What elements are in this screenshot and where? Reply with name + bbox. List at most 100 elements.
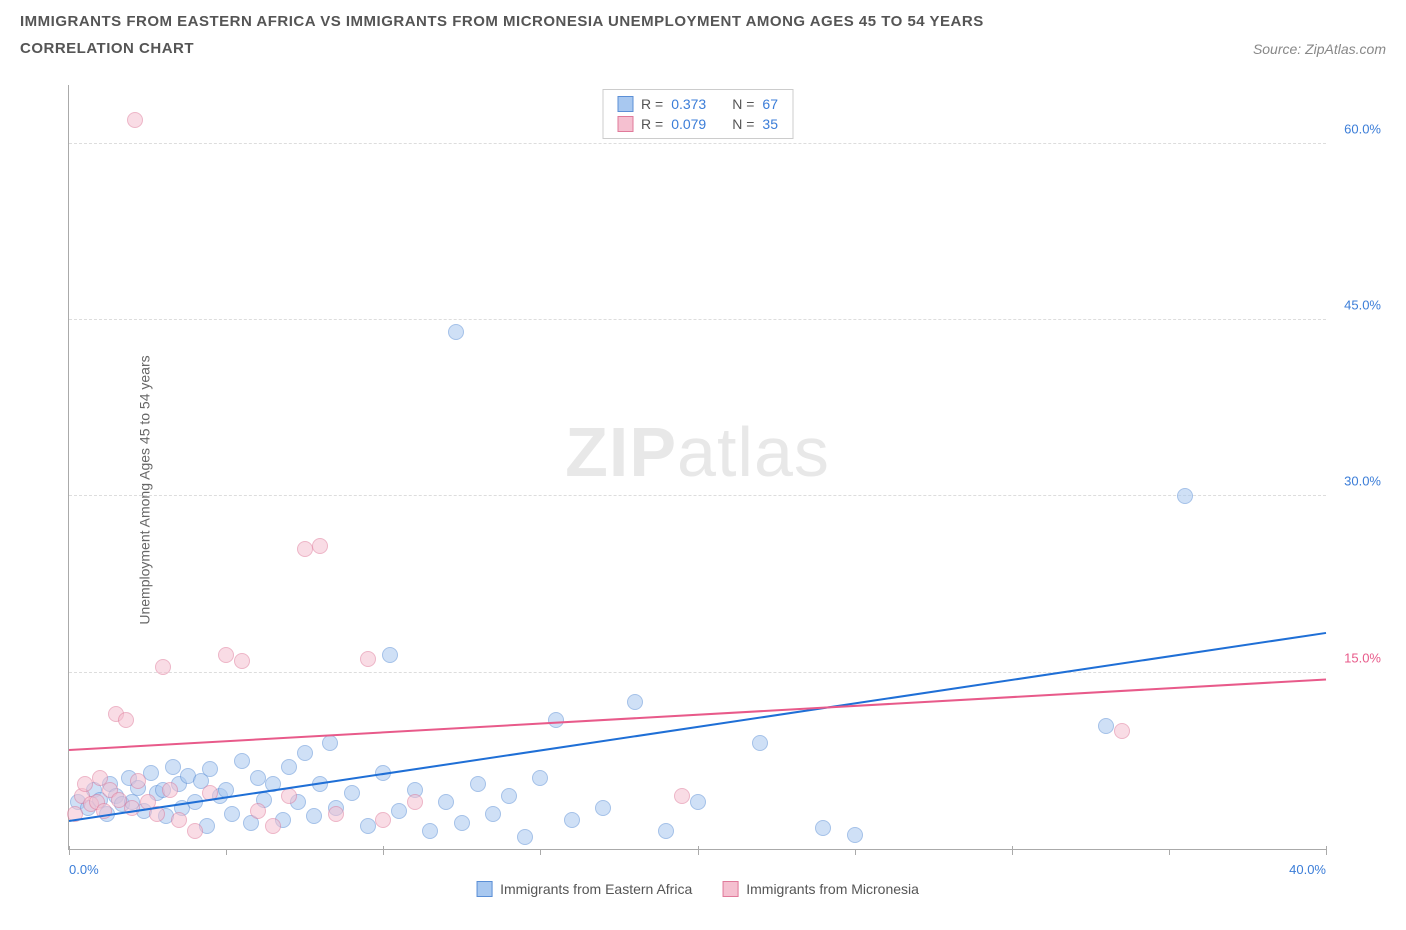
scatter-point	[595, 800, 611, 816]
watermark-zip: ZIP	[565, 413, 677, 491]
scatter-point	[1098, 718, 1114, 734]
scatter-point	[322, 735, 338, 751]
scatter-point	[250, 803, 266, 819]
scatter-point	[548, 712, 564, 728]
scatter-point	[234, 653, 250, 669]
scatter-point	[187, 823, 203, 839]
scatter-point	[312, 538, 328, 554]
scatter-point	[375, 812, 391, 828]
legend-swatch	[617, 96, 633, 112]
subtitle-row: CORRELATION CHART Source: ZipAtlas.com	[20, 40, 1386, 57]
scatter-point	[360, 818, 376, 834]
scatter-point	[448, 324, 464, 340]
scatter-point	[532, 770, 548, 786]
gridline	[69, 319, 1326, 320]
scatter-point	[281, 788, 297, 804]
x-tick-label: 40.0%	[1289, 862, 1326, 877]
scatter-point	[1177, 488, 1193, 504]
scatter-point	[155, 659, 171, 675]
x-tick	[1012, 846, 1013, 855]
scatter-point	[564, 812, 580, 828]
scatter-point	[1114, 723, 1130, 739]
scatter-point	[674, 788, 690, 804]
scatter-point	[328, 806, 344, 822]
r-label: R =	[641, 96, 663, 112]
scatter-point	[627, 694, 643, 710]
scatter-point	[815, 820, 831, 836]
scatter-point	[224, 806, 240, 822]
gridline	[69, 672, 1326, 673]
scatter-point	[470, 776, 486, 792]
trend-line	[69, 679, 1326, 752]
legend-label: Immigrants from Eastern Africa	[500, 881, 692, 897]
x-tick	[855, 849, 856, 855]
scatter-point	[438, 794, 454, 810]
scatter-point	[382, 647, 398, 663]
legend-swatch	[476, 881, 492, 897]
legend-swatch	[722, 881, 738, 897]
scatter-point	[127, 112, 143, 128]
x-tick	[1169, 849, 1170, 855]
scatter-point	[454, 815, 470, 831]
y-tick-label: 30.0%	[1344, 474, 1381, 489]
scatter-point	[250, 770, 266, 786]
scatter-point	[77, 776, 93, 792]
x-tick	[540, 849, 541, 855]
y-tick-label: 60.0%	[1344, 121, 1381, 136]
x-tick	[69, 846, 70, 855]
x-tick-label: 0.0%	[69, 862, 99, 877]
x-tick	[698, 846, 699, 855]
r-value: 0.079	[671, 116, 706, 132]
r-label: R =	[641, 116, 663, 132]
scatter-point	[391, 803, 407, 819]
chart-header: IMMIGRANTS FROM EASTERN AFRICA VS IMMIGR…	[0, 0, 1406, 57]
scatter-point	[130, 773, 146, 789]
scatter-point	[501, 788, 517, 804]
scatter-point	[658, 823, 674, 839]
n-label: N =	[732, 96, 754, 112]
scatter-point	[690, 794, 706, 810]
legend-swatch	[617, 116, 633, 132]
scatter-point	[297, 745, 313, 761]
scatter-point	[118, 712, 134, 728]
scatter-point	[162, 782, 178, 798]
n-value: 67	[762, 96, 778, 112]
x-tick	[226, 849, 227, 855]
y-tick-label: 45.0%	[1344, 298, 1381, 313]
scatter-point	[202, 761, 218, 777]
gridline	[69, 143, 1326, 144]
scatter-point	[847, 827, 863, 843]
gridline	[69, 495, 1326, 496]
scatter-point	[124, 800, 140, 816]
scatter-point	[218, 647, 234, 663]
scatter-point	[517, 829, 533, 845]
series-legend: Immigrants from Eastern Africa Immigrants…	[476, 881, 919, 897]
n-value: 35	[762, 116, 778, 132]
scatter-point	[407, 794, 423, 810]
n-label: N =	[732, 116, 754, 132]
y-tick-label: 15.0%	[1344, 650, 1381, 665]
stats-legend-row: R = 0.373 N = 67	[603, 94, 792, 114]
scatter-point	[422, 823, 438, 839]
chart-title: IMMIGRANTS FROM EASTERN AFRICA VS IMMIGR…	[20, 10, 1386, 34]
scatter-point	[297, 541, 313, 557]
watermark-atlas: atlas	[677, 413, 830, 491]
scatter-point	[234, 753, 250, 769]
scatter-point	[281, 759, 297, 775]
scatter-point	[265, 818, 281, 834]
scatter-point	[344, 785, 360, 801]
chart-container: Unemployment Among Ages 45 to 54 years Z…	[20, 80, 1386, 900]
legend-item: Immigrants from Micronesia	[722, 881, 919, 897]
x-tick	[383, 846, 384, 855]
legend-item: Immigrants from Eastern Africa	[476, 881, 692, 897]
scatter-point	[752, 735, 768, 751]
x-tick	[1326, 846, 1327, 855]
scatter-point	[485, 806, 501, 822]
stats-legend: R = 0.373 N = 67 R = 0.079 N = 35	[602, 89, 793, 139]
r-value: 0.373	[671, 96, 706, 112]
stats-legend-row: R = 0.079 N = 35	[603, 114, 792, 134]
chart-subtitle: CORRELATION CHART	[20, 40, 194, 57]
scatter-point	[306, 808, 322, 824]
scatter-point	[165, 759, 181, 775]
scatter-point	[360, 651, 376, 667]
